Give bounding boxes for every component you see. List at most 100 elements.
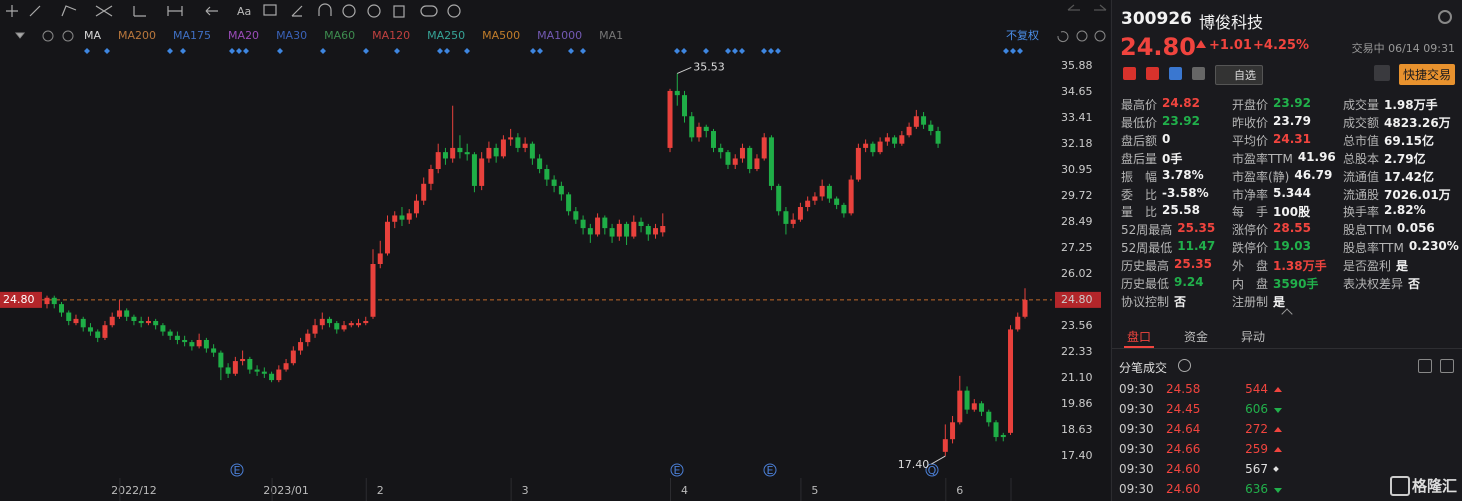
candle-body [109, 316, 115, 326]
candle-body [58, 304, 64, 313]
tab[interactable]: 资金 [1184, 330, 1209, 344]
event-diamond [530, 48, 536, 54]
event-label[interactable]: Q [928, 464, 937, 477]
y-tick-label: 27.25 [1061, 241, 1093, 254]
list-icon[interactable] [1418, 359, 1432, 373]
trade-time: 09:30 [1119, 422, 1154, 436]
candle-body [87, 327, 93, 332]
tool-settings[interactable] [447, 4, 461, 18]
expand-icon[interactable] [1440, 359, 1454, 373]
candle-body [356, 323, 362, 326]
badge-icon[interactable] [1123, 67, 1136, 80]
info-icon[interactable] [1178, 359, 1191, 372]
candle-body [182, 339, 188, 343]
ma-legend-item[interactable]: MA [84, 29, 101, 42]
candle-body [102, 325, 108, 338]
tool-polyline[interactable] [61, 5, 77, 17]
candle-body [797, 207, 803, 220]
stat-label: 是否盈利 [1343, 259, 1392, 274]
stat-value: 25.58 [1162, 203, 1200, 218]
trades-title: 分笔成交 [1119, 361, 1168, 375]
tool-back[interactable] [205, 6, 218, 16]
tool-text[interactable]: Aa [237, 5, 251, 18]
candle-body [921, 116, 927, 125]
candle-body [877, 141, 883, 153]
tool-move[interactable] [6, 5, 18, 17]
zoom-in[interactable] [1094, 30, 1106, 42]
ma-legend-item[interactable]: MA60 [324, 29, 355, 42]
event-label[interactable]: E [767, 464, 774, 477]
ma-legend-item[interactable]: MA20 [228, 29, 259, 42]
candle-body [457, 147, 463, 153]
candle-body [392, 215, 398, 222]
ma-legend-item[interactable]: MA1 [599, 29, 623, 42]
badge-icon[interactable] [1146, 67, 1159, 80]
tool-pen[interactable] [291, 5, 303, 17]
badge-icon[interactable] [1169, 67, 1182, 80]
tool-group[interactable] [420, 5, 438, 17]
candle-body [747, 147, 753, 170]
event-circle[interactable] [763, 463, 777, 477]
ma-legend-item[interactable]: MA500 [482, 29, 520, 42]
candle-body [399, 215, 405, 220]
ma-close[interactable] [62, 30, 74, 42]
candle-body [334, 323, 340, 330]
ma-legend-item[interactable]: MA250 [427, 29, 465, 42]
ma-legend-item[interactable]: MA120 [372, 29, 410, 42]
candle-body [298, 342, 304, 351]
tool-delete[interactable] [393, 5, 405, 18]
event-diamond [568, 48, 574, 54]
adjust-mode[interactable]: 不复权 [1006, 28, 1039, 42]
tool-range[interactable] [167, 6, 183, 16]
stat-label: 内 盘 [1232, 277, 1269, 291]
reset[interactable] [1057, 31, 1069, 43]
candle-body [754, 158, 760, 170]
quote-panel: 300926 博俊科技 24.80 +1.01 +4.25% 交易中 06/14 09:3… [1111, 0, 1462, 501]
price-change: +1.01 [1209, 38, 1252, 53]
candle-body [493, 147, 499, 157]
tool-cross[interactable] [95, 5, 113, 17]
candle-body [479, 158, 485, 186]
tab[interactable]: 盘口 [1127, 330, 1152, 344]
watch-button[interactable]: 自选 [1215, 65, 1263, 85]
tabs-border [1112, 348, 1462, 349]
stat-value: 24.31 [1273, 131, 1311, 146]
redo[interactable] [1094, 4, 1107, 11]
event-circle[interactable] [230, 463, 244, 477]
tool-note[interactable] [263, 4, 277, 16]
collapse[interactable] [14, 32, 26, 39]
trade-price: 24.66 [1166, 442, 1201, 456]
collapse-caret[interactable] [1281, 308, 1293, 320]
ma-legend-item[interactable]: MA200 [118, 29, 156, 42]
trade-volume: 636 [1245, 482, 1268, 496]
ma-legend-item[interactable]: MA175 [173, 29, 211, 42]
settings-icon[interactable] [1438, 10, 1452, 24]
event-diamond [243, 48, 249, 54]
tool-magnet[interactable] [318, 3, 332, 16]
undo[interactable] [1067, 4, 1080, 11]
ma-legend-item[interactable]: MA30 [276, 29, 307, 42]
ma-legend-item[interactable]: MA1000 [537, 29, 582, 42]
event-label[interactable]: E [234, 464, 241, 477]
candle-body [834, 198, 840, 205]
tool-hide[interactable] [367, 4, 381, 18]
ma-settings[interactable] [42, 30, 54, 42]
y-tick-label: 33.41 [1061, 111, 1093, 124]
alert-icon[interactable] [1374, 65, 1390, 81]
event-label[interactable]: E [674, 464, 681, 477]
stat-value: 7026.01万 [1384, 187, 1451, 202]
tool-line[interactable] [29, 5, 41, 17]
zoom-out[interactable] [1076, 30, 1088, 42]
stat-label: 协议控制 [1121, 294, 1170, 309]
tab[interactable]: 异动 [1241, 330, 1266, 344]
tool-measure[interactable] [133, 6, 146, 17]
badge-icon[interactable] [1192, 67, 1205, 80]
candle-body [51, 297, 57, 305]
tool-eye[interactable] [342, 4, 356, 18]
event-circle[interactable] [670, 463, 684, 477]
quick-trade-button[interactable]: 快捷交易 [1399, 64, 1456, 85]
stat-value: 4823.26万 [1384, 115, 1451, 130]
candle-body [689, 116, 695, 138]
candle-body [986, 411, 992, 423]
candle-body [370, 264, 376, 317]
